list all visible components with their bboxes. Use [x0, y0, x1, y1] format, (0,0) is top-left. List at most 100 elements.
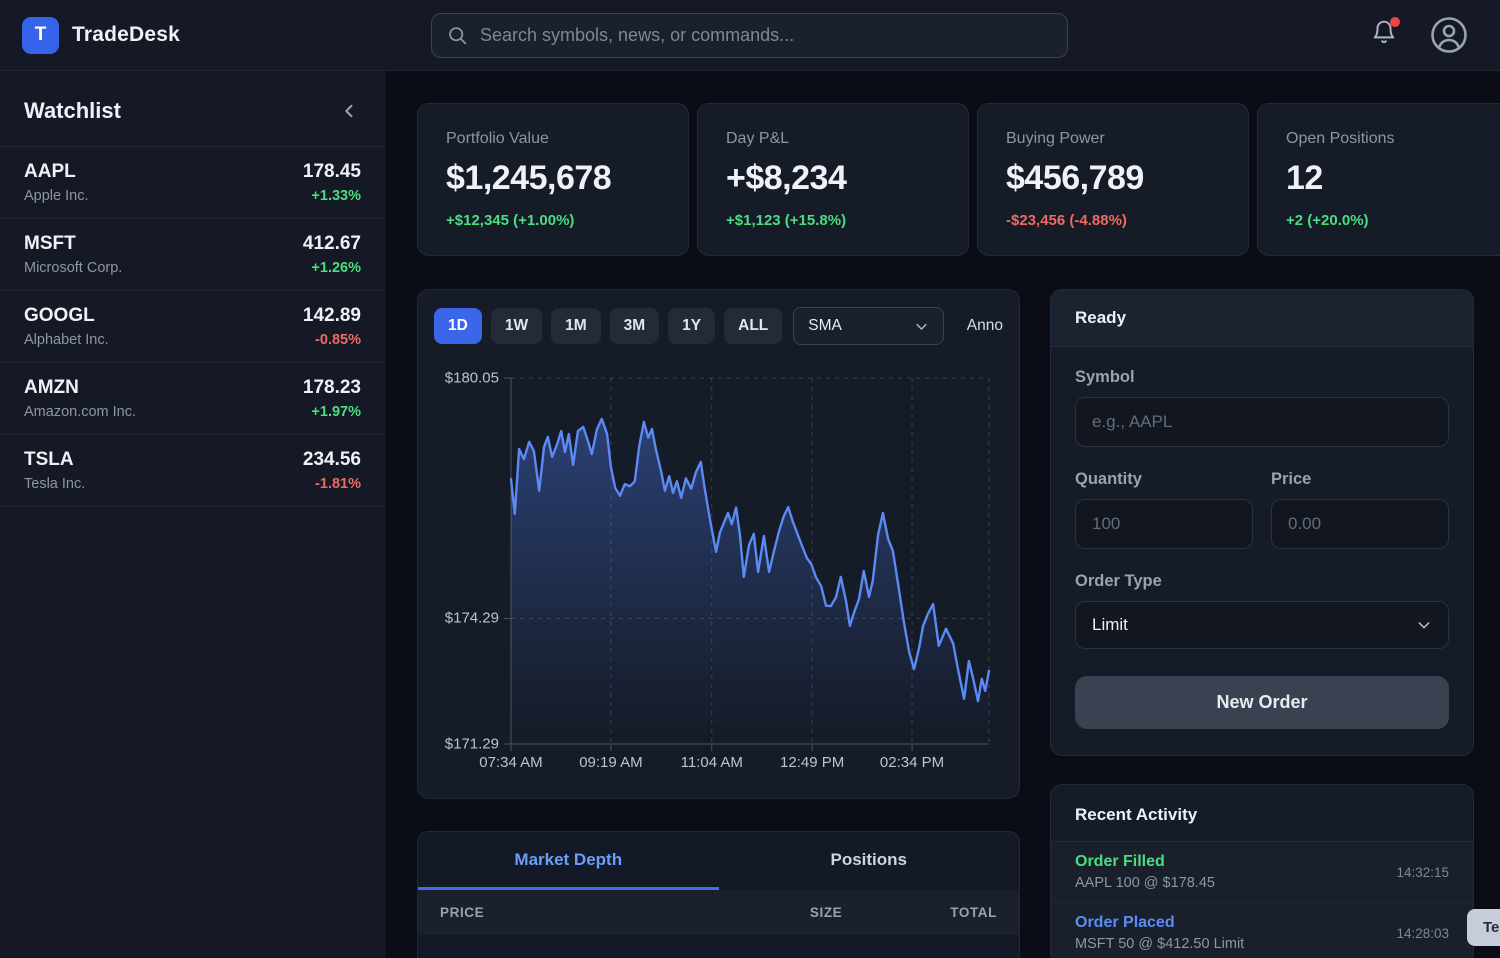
collapse-sidebar-button[interactable] — [341, 102, 359, 120]
activity-event: Order Filled — [1075, 853, 1165, 870]
bottom-tabs: Market Depth Positions — [418, 832, 1019, 890]
price: 178.45 — [302, 161, 361, 182]
price: 142.89 — [302, 305, 361, 326]
app-title: TradeDesk — [72, 23, 181, 46]
watchlist-row-amzn[interactable]: AMZN Amazon.com Inc. 178.23 +1.97% — [0, 363, 385, 435]
market-depth-card: Market Depth Positions PRICE SIZE TOTAL — [417, 831, 1020, 958]
order-entry-panel: Ready Symbol Quantity Price — [1050, 289, 1474, 756]
top-bar: T TradeDesk — [0, 0, 1500, 71]
chevron-down-icon — [1418, 622, 1430, 629]
price-label: Price — [1271, 470, 1312, 488]
change-percent: -1.81% — [315, 476, 361, 492]
range-button-3m[interactable]: 3M — [609, 308, 660, 344]
stat-value: $1,245,678 — [446, 159, 612, 197]
stat-change: +2 (+20.0%) — [1286, 212, 1369, 229]
x-tick-label: 02:34 PM — [879, 754, 945, 771]
stat-value: +$8,234 — [726, 159, 847, 197]
company-name: Microsoft Corp. — [24, 260, 123, 276]
price-area — [511, 418, 989, 744]
x-tick-label: 11:04 AM — [680, 754, 743, 771]
stat-card-buying-power: Buying Power $456,789 -$23,456 (-4.88%) — [977, 103, 1249, 256]
change-percent: +1.33% — [311, 188, 361, 204]
column-header-size: SIZE — [809, 905, 843, 920]
activity-row-order-filled[interactable]: Order Filled AAPL 100 @ $178.45 14:32:15 — [1051, 842, 1473, 903]
stat-value: 12 — [1286, 159, 1323, 197]
app-logo: T — [22, 16, 59, 54]
quantity-field[interactable] — [1075, 499, 1253, 549]
notification-badge — [1390, 17, 1400, 27]
logo-letter: T — [34, 24, 47, 45]
symbol: GOOGL — [24, 305, 95, 326]
global-search — [431, 12, 1068, 58]
user-avatar-button[interactable] — [1430, 16, 1468, 54]
symbol-field[interactable] — [1075, 397, 1449, 447]
new-order-button[interactable]: New Order — [1075, 676, 1449, 729]
activity-detail: MSFT 50 @ $412.50 Limit — [1075, 936, 1245, 952]
stat-change: +$1,123 (+15.8%) — [726, 212, 847, 229]
stat-label: Buying Power — [1006, 130, 1105, 147]
price-line — [509, 417, 991, 703]
indicator-select[interactable]: SMA — [793, 307, 944, 345]
company-name: Amazon.com Inc. — [24, 404, 137, 420]
search-input[interactable] — [431, 12, 1068, 58]
stat-card-day-pnl: Day P&L +$8,234 +$1,123 (+15.8%) — [697, 103, 969, 256]
toast[interactable]: Te — [1467, 909, 1500, 946]
change-percent: +1.26% — [311, 260, 361, 276]
tab-positions[interactable]: Positions — [830, 849, 907, 869]
stat-label: Open Positions — [1286, 130, 1395, 147]
tab-market-depth[interactable]: Market Depth — [418, 832, 719, 890]
watchlist-row-aapl[interactable]: AAPL Apple Inc. 178.45 +1.33% — [0, 147, 385, 219]
activity-event: Order Placed — [1075, 914, 1175, 931]
symbol: AMZN — [24, 377, 79, 398]
price: 234.56 — [302, 449, 361, 470]
range-button-1m[interactable]: 1M — [551, 308, 601, 344]
depth-table-header: PRICE SIZE TOTAL — [418, 890, 1019, 935]
y-tick-label: $171.29 — [444, 735, 499, 753]
column-header-total: TOTAL — [950, 905, 997, 920]
symbol: AAPL — [24, 161, 76, 182]
search-icon — [449, 26, 467, 44]
change-percent: -0.85% — [315, 332, 361, 348]
chart-toolbar: 1D 1W 1M 3M 1Y ALL SMA Anno — [434, 307, 1003, 345]
notifications-button[interactable] — [1371, 17, 1400, 51]
watchlist-row-tsla[interactable]: TSLA Tesla Inc. 234.56 -1.81% — [0, 435, 385, 507]
recent-activity-title: Recent Activity — [1051, 785, 1473, 842]
chevron-down-icon — [916, 323, 927, 330]
order-type-select[interactable]: Limit — [1075, 601, 1449, 649]
topbar-actions — [1371, 16, 1468, 54]
indicator-selected-value: SMA — [808, 317, 842, 334]
range-button-all[interactable]: ALL — [724, 308, 783, 344]
watchlist-title: Watchlist — [24, 98, 121, 123]
plot-area: $180.05 $174.29 $171.29 07:34 AM 09:19 AM 11… — [445, 370, 991, 771]
watchlist-row-msft[interactable]: MSFT Microsoft Corp. 412.67 +1.26% — [0, 219, 385, 291]
price-field[interactable] — [1271, 499, 1449, 549]
company-name: Apple Inc. — [24, 188, 89, 204]
price: 412.67 — [302, 233, 361, 254]
annotate-button[interactable]: Anno — [966, 317, 1003, 334]
stat-label: Day P&L — [726, 130, 790, 147]
range-button-1y[interactable]: 1Y — [668, 308, 716, 344]
activity-row-order-placed[interactable]: Order Placed MSFT 50 @ $412.50 Limit 14:… — [1051, 903, 1473, 958]
price: 178.23 — [302, 377, 361, 398]
range-button-1d[interactable]: 1D — [434, 308, 482, 344]
stat-value: $456,789 — [1006, 159, 1144, 197]
symbol: MSFT — [24, 233, 76, 254]
symbol: TSLA — [24, 449, 74, 470]
price-chart-svg[interactable] — [504, 377, 991, 751]
order-status-badge: Ready — [1051, 290, 1473, 347]
watchlist-row-googl[interactable]: GOOGL Alphabet Inc. 142.89 -0.85% — [0, 291, 385, 363]
portfolio-stats-row: Portfolio Value $1,245,678 +$12,345 (+1.… — [417, 103, 1500, 256]
range-button-1w[interactable]: 1W — [490, 308, 543, 344]
symbol-label: Symbol — [1075, 368, 1135, 386]
x-tick-label: 12:49 PM — [780, 754, 845, 771]
main-content: Portfolio Value $1,245,678 +$12,345 (+1.… — [386, 71, 1500, 958]
order-type-label: Order Type — [1075, 572, 1162, 590]
recent-activity-panel: Recent Activity Order Filled AAPL 100 @ … — [1050, 784, 1474, 958]
company-name: Tesla Inc. — [24, 476, 86, 492]
y-tick-label: $174.29 — [444, 609, 499, 627]
y-tick-label: $180.05 — [444, 369, 499, 387]
activity-time: 14:28:03 — [1396, 925, 1449, 941]
stat-change: +$12,345 (+1.00%) — [446, 212, 575, 229]
bell-icon — [1373, 20, 1395, 44]
